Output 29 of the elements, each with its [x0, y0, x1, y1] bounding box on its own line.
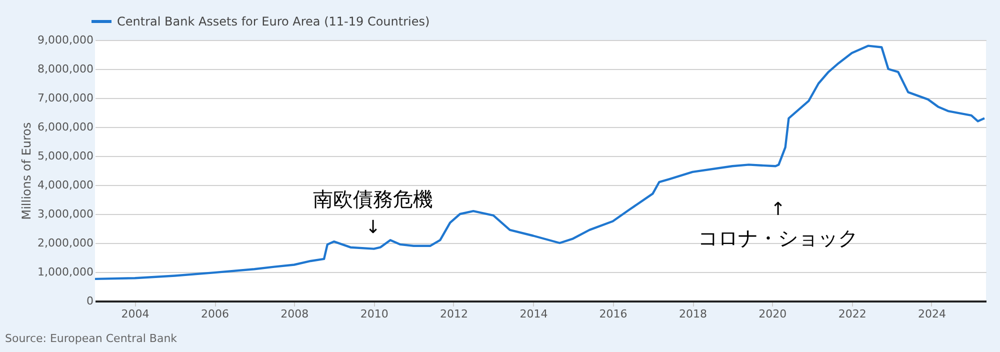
y-tick-label: 1,000,000 — [38, 266, 94, 278]
x-tick-label: 2014 — [520, 308, 548, 320]
x-tick-label: 2010 — [360, 308, 388, 320]
y-tick-label: 9,000,000 — [38, 34, 94, 46]
x-tick-label: 2022 — [838, 308, 866, 320]
x-tick-label: 2020 — [758, 308, 787, 320]
x-tick-label: 2004 — [121, 308, 150, 320]
y-tick-label: 3,000,000 — [38, 208, 94, 220]
x-tick-label: 2024 — [918, 308, 946, 320]
y-tick-label: 0 — [86, 294, 94, 308]
legend-label: Central Bank Assets for Euro Area (11-19 Countries) — [117, 14, 430, 28]
source-note: Source: European Central Bank — [5, 332, 178, 345]
y-tick-label: 7,000,000 — [38, 92, 94, 104]
x-tick-label: 2016 — [599, 308, 628, 320]
x-tick-label: 2012 — [440, 308, 468, 320]
line-series — [94, 44, 986, 280]
annotation: コロナ・ショック — [698, 226, 858, 250]
y-tick-label: 6,000,000 — [38, 120, 94, 134]
y-tick-label: 8,000,000 — [38, 62, 94, 76]
y-tick-label: 5,000,000 — [38, 150, 94, 162]
x-tick-label: 2006 — [201, 308, 230, 320]
x-tick-label: 2018 — [679, 308, 708, 320]
x-tick-label: 2008 — [280, 308, 309, 320]
y-axis-title: Millions of Euros — [20, 122, 34, 220]
y-tick-label: 4,000,000 — [38, 178, 94, 192]
annotation: 南欧債務危機 — [313, 187, 433, 211]
annotation: ↓ — [365, 217, 381, 238]
y-tick-label: 2,000,000 — [38, 236, 94, 250]
annotation: ↑ — [770, 199, 786, 220]
